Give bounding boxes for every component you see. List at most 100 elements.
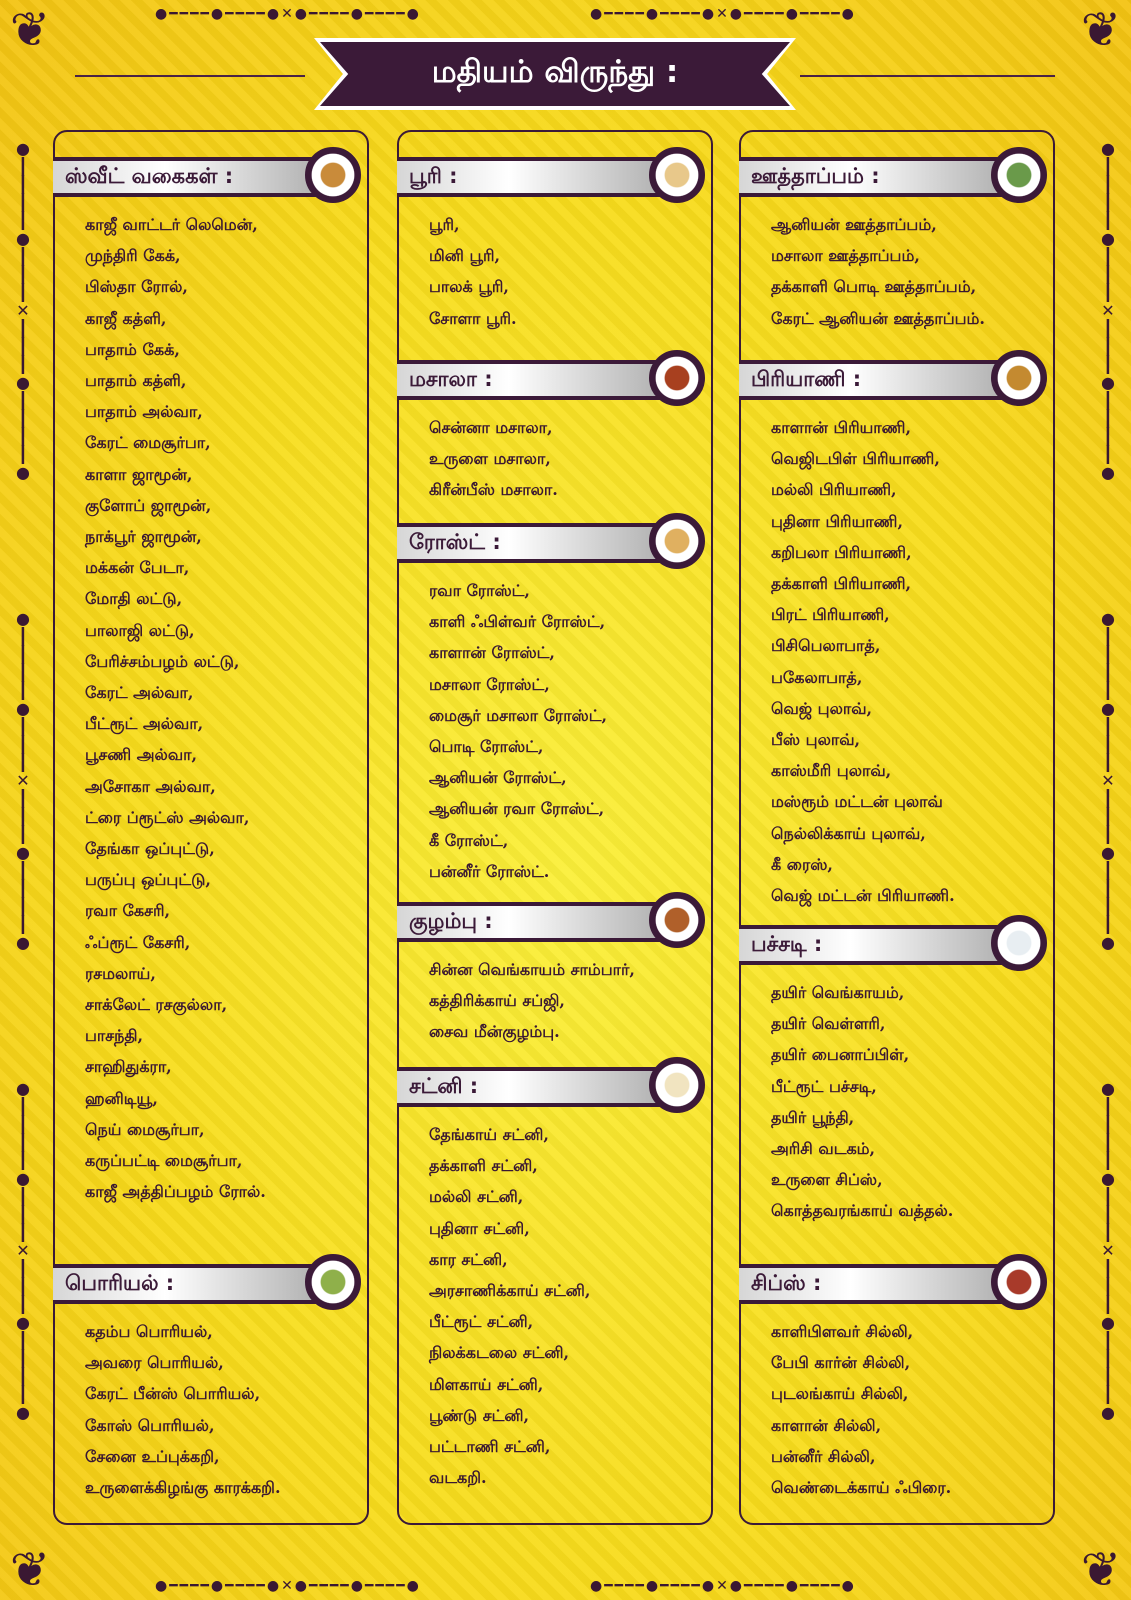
menu-item: சேனை உப்புக்கறி, [85,1446,220,1466]
menu-item: நெய் மைசூர்பா, [85,1119,205,1139]
menu-item: பாலாஜி லட்டு, [85,620,195,640]
menu-item: காளா ஜாமூன், [85,464,193,484]
top-border-ornament-right: ●━━━━●━━━━●✕●━━━━●━━━━● [590,6,856,22]
section-header: குழம்பு : [397,902,677,942]
side-ornament-right: ● ┃ ┃ ┃ ┃ ● ┃ ┃ ┃ ✕ ┃ ┃ ┃ ● ┃ ┃ ┃ ┃ ● [1101,609,1115,952]
menu-item-list: காளான் பிரியாணி, வெஜிடபிள் பிரியாணி, மல்லி… [771,412,955,911]
menu-item: மோதி லட்டு, [85,589,183,609]
menu-item: சோளா பூரி. [429,308,517,328]
menu-item: பாதாம் கேக், [85,339,180,359]
page-title: மதியம் விருந்து : [431,54,679,90]
menu-item: கார சட்னி, [429,1249,508,1269]
menu-item: தயிர் வெள்ளரி, [771,1014,886,1034]
menu-item: வெண்டைக்காய் ஃபிரை. [771,1478,952,1498]
menu-item: நிலக்கடலை சட்னி, [429,1343,570,1363]
side-ornament-left: ● ┃ ┃ ┃ ┃ ● ┃ ┃ ┃ ✕ ┃ ┃ ┃ ● ┃ ┃ ┃ ┃ ● [16,139,30,482]
menu-item-list: தேங்காய் சட்னி, தக்காளி சட்னி, மல்லி சட்னி… [429,1119,590,1493]
menu-item: ரவா கேசரி, [85,901,171,921]
poriyal-plate-icon [305,1254,361,1310]
menu-item: கறிபலா பிரியாணி, [771,542,912,562]
menu-item: காஜீ அத்திப்பழம் ரோல். [85,1182,266,1202]
menu-item: ஆனியன் ரோஸ்ட், [429,768,567,788]
menu-item: உருளைக்கிழங்கு காரக்கறி. [85,1478,281,1498]
menu-item: சாஹிதுக்ரா, [85,1057,172,1077]
title-divider-left [75,75,305,77]
bottom-border-ornament-left: ●━━━━●━━━━●✕●━━━━●━━━━● [155,1578,421,1594]
menu-item: பீஸ் புலாவ், [771,730,861,750]
menu-item-list: காளிபிளவர் சில்லி, பேபி கார்ன் சில்லி, புட… [771,1316,951,1503]
section-title: ஸ்வீட் வகைகள் : [65,163,234,188]
menu-item: மக்கன் பேடா, [85,558,190,578]
chilli-plate-icon [991,1254,1047,1310]
menu-item: பீட்ரூட் சட்னி, [429,1312,534,1332]
section-header: ஊத்தாப்பம் : [739,157,1019,197]
menu-item: தேங்கா ஒப்புட்டு, [85,839,215,859]
menu-item: பொடி ரோஸ்ட், [429,737,544,757]
section-header: சிப்ஸ் : [739,1264,1019,1304]
title-divider-right [800,75,1055,77]
menu-item: மிளகாய் சட்னி, [429,1374,544,1394]
menu-item: பீட்ரூட் பச்சடி, [771,1076,877,1096]
menu-item: பன்னீர் ரோஸ்ட். [429,861,550,881]
menu-item: பிஸ்தா ரோல், [85,277,188,297]
menu-item: புடலங்காய் சில்லி, [771,1384,909,1404]
menu-item: கதம்ப பொரியல், [85,1322,213,1341]
menu-item: ஃப்ரூட் கேசரி, [85,932,191,952]
menu-item: பீட்ரூட் அல்வா, [85,714,204,734]
corner-flourish-icon: ❦ [1080,1542,1122,1598]
menu-item: காளி ஃபிள்வர் ரோஸ்ட், [429,612,606,632]
menu-item: கேரட் அல்வா, [85,683,194,703]
side-ornament-right: ● ┃ ┃ ┃ ┃ ● ┃ ┃ ┃ ✕ ┃ ┃ ┃ ● ┃ ┃ ┃ ┃ ● [1101,1079,1115,1422]
menu-item: காஸ்மீரி புலாவ், [771,761,892,781]
menu-item: முந்திரி கேக், [85,246,181,266]
menu-item: கேரட் ஆனியன் ஊத்தாப்பம். [771,308,985,328]
menu-item-list: சென்னா மசாலா, உருளை மசாலா, கிரீன்பீஸ் மசால… [429,412,558,506]
chutney-plate-icon [649,1057,705,1113]
menu-item: கத்திரிக்காய் சப்ஜி, [429,991,565,1011]
side-ornament-right: ● ┃ ┃ ┃ ┃ ● ┃ ┃ ┃ ✕ ┃ ┃ ┃ ● ┃ ┃ ┃ ┃ ● [1101,139,1115,482]
menu-item: கிரீன்பீஸ் மசாலா. [429,480,558,500]
dosa-plate-icon [649,513,705,569]
menu-item: தயிர் பைனாப்பிள், [771,1045,910,1065]
menu-item: பட்டாணி சட்னி, [429,1437,551,1457]
menu-column-3: ஊத்தாப்பம் : ஆனியன் ஊத்தாப்பம், மசாலா ஊத்த… [739,130,1055,1525]
menu-item: உருளை சிப்ஸ், [771,1170,883,1190]
menu-item: மைசூர் மசாலா ரோஸ்ட், [429,705,608,725]
menu-item: புதினா பிரியாணி, [771,511,904,531]
menu-item: மல்லி பிரியாணி, [771,480,897,500]
menu-item: தயிர் வெங்காயம், [771,983,905,1002]
menu-item: ஹனிடியூ, [85,1088,158,1108]
section-title: சிப்ஸ் : [751,1270,822,1295]
menu-item: பன்னீர் சில்லி, [771,1446,876,1466]
section-title: மசாலா : [409,366,493,391]
menu-item: பேபி கார்ன் சில்லி, [771,1353,911,1373]
menu-item: சின்ன வெங்காயம் சாம்பார், [429,960,635,979]
menu-item: பாதாம் கத்ளி, [85,371,187,391]
menu-column-1: ஸ்வீட் வகைகள் : காஜீ வாட்டர் லெமென், முந்த… [53,130,369,1525]
section-title: சட்னி : [409,1073,479,1098]
top-border-ornament-left: ●━━━━●━━━━●✕●━━━━●━━━━● [155,6,421,22]
section-title: பூரி : [409,163,458,188]
section-header: பூரி : [397,157,677,197]
menu-item: காஜீ வாட்டர் லெமென், [85,215,258,234]
corner-flourish-icon: ❦ [9,2,51,58]
menu-item: புதினா சட்னி, [429,1218,530,1238]
menu-item: நாக்பூர் ஜாமூன், [85,527,202,547]
menu-item-list: சின்ன வெங்காயம் சாம்பார், கத்திரிக்காய் ச… [429,954,635,1048]
menu-item: கீ ரைஸ், [771,854,833,874]
menu-item: கொத்தவரங்காய் வத்தல். [771,1201,954,1221]
menu-item: மசாலா ஊத்தாப்பம், [771,246,920,266]
menu-item: குளோப் ஜாமூன், [85,495,212,515]
menu-item: வடகறி. [429,1468,487,1488]
menu-item: கீ ரோஸ்ட், [429,830,509,850]
section-title: பச்சடி : [751,931,823,956]
menu-item: சாக்லேட் ரசகுல்லா, [85,995,228,1015]
menu-item: கேரட் பீன்ஸ் பொரியல், [85,1384,261,1404]
menu-item-list: ரவா ரோஸ்ட், காளி ஃபிள்வர் ரோஸ்ட், காளான் ர… [429,575,607,887]
menu-item: பிசிபெலாபாத், [771,636,881,656]
section-header: பச்சடி : [739,925,1019,965]
menu-item: வெஜ் புலாவ், [771,698,873,718]
menu-item: உருளை மசாலா, [429,449,551,469]
menu-item-list: ஆனியன் ஊத்தாப்பம், மசாலா ஊத்தாப்பம், தக்கா… [771,209,985,334]
menu-item: தக்காளி பொடி ஊத்தாப்பம், [771,277,977,297]
